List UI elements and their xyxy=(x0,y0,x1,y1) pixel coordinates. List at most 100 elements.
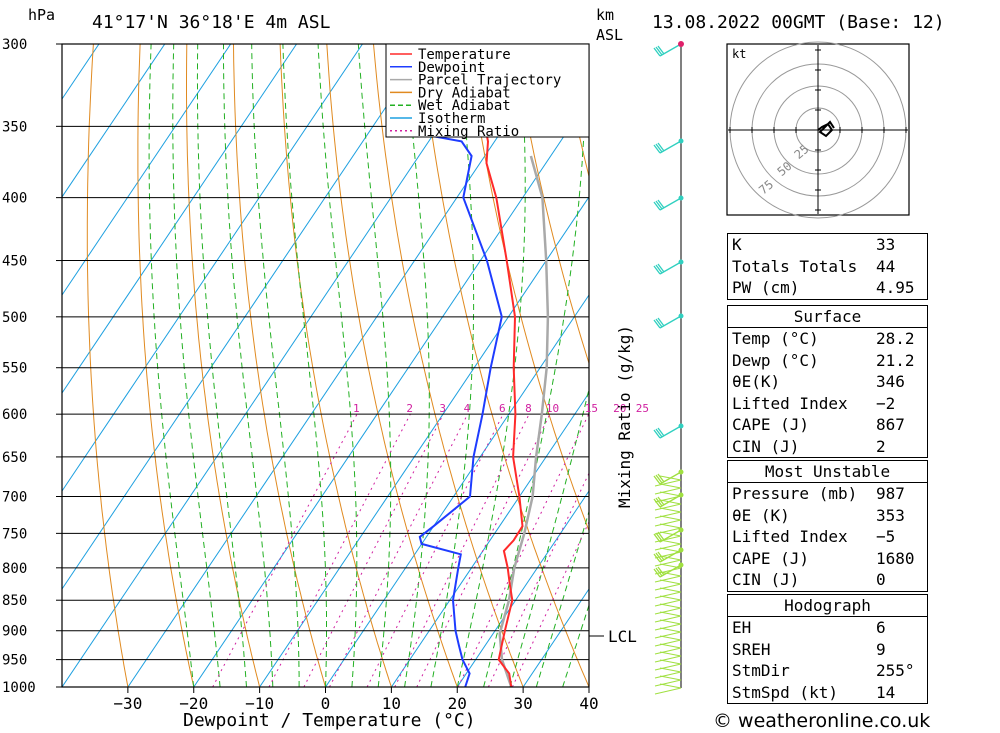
pressure-tick-label: 900 xyxy=(2,624,27,640)
x-tick-label: 40 xyxy=(579,694,598,713)
pressure-tick-label: 550 xyxy=(2,361,27,377)
surface-temp-label: Temp (°C) xyxy=(732,329,819,348)
wind-barb xyxy=(654,531,682,543)
totals-label: Totals Totals xyxy=(732,256,858,276)
pressure-tick-label: 850 xyxy=(2,593,27,609)
wind-barb xyxy=(654,483,682,495)
legend-label: Parcel Trajectory xyxy=(418,73,561,89)
pressure-tick-label: 700 xyxy=(2,490,27,506)
mu-pressure-label: Pressure (mb) xyxy=(732,484,858,503)
pressure-tick-label: 650 xyxy=(2,450,27,466)
mixing-ratio-label: 20 xyxy=(613,402,626,415)
pressure-tick-label: 500 xyxy=(2,310,27,326)
mu-cape-label: CAPE (J) xyxy=(732,548,810,568)
x-tick-label: 10 xyxy=(382,694,401,713)
wind-barb xyxy=(653,140,682,154)
y-axis-label: Mixing Ratio (g/kg) xyxy=(615,325,634,508)
mixing-ratio-line xyxy=(394,413,530,687)
x-tick-label: −30 xyxy=(113,694,142,713)
wind-barb xyxy=(654,507,682,519)
legend-label: Temperature xyxy=(418,47,511,63)
wind-barb xyxy=(653,564,682,578)
hodograph-unit: kt xyxy=(732,47,746,61)
mu-cin-label: CIN (J) xyxy=(732,570,800,589)
dewpoint-line xyxy=(387,44,503,687)
sreh-label: SREH xyxy=(732,639,771,659)
eh-label: EH xyxy=(732,618,752,637)
mixing-ratio-label: 15 xyxy=(585,402,598,415)
dry-adiabat-line xyxy=(934,44,1000,687)
pressure-tick-label: 400 xyxy=(2,191,27,207)
lcl-label: LCL xyxy=(608,627,637,646)
pressure-tick-label: 600 xyxy=(2,407,27,423)
wet-adiabat-line xyxy=(196,44,247,687)
pressure-tick-label: 450 xyxy=(2,254,27,270)
dry-adiabat-line xyxy=(279,44,392,687)
mu-cape-value: 1680 xyxy=(876,548,915,568)
legend-label: Mixing Ratio xyxy=(418,124,519,140)
wind-barb xyxy=(654,523,682,535)
pressure-tick-label: 950 xyxy=(2,653,27,669)
wet-adiabat-line xyxy=(172,44,221,687)
pw-value: 4.95 xyxy=(876,278,915,297)
mu-theta-label: θE (K) xyxy=(732,505,790,525)
stmdir-value: 255° xyxy=(876,661,915,680)
dry-adiabat-line xyxy=(86,44,129,687)
hodograph-table: Hodograph EH 6 SREH 9 StmDir 255° StmSpd (k… xyxy=(727,594,928,704)
pressure-unit-label: hPa xyxy=(28,6,55,24)
copyright-footer: © weatheronline.co.uk xyxy=(713,710,931,732)
mixing-ratio-line xyxy=(303,413,444,687)
pw-label: PW (cm) xyxy=(732,278,800,297)
wind-barb xyxy=(653,471,682,485)
surface-dewp-label: Dewp (°C) xyxy=(732,350,819,370)
most-unstable-table: Most Unstable Pressure (mb) 987 θE (K) 353… xyxy=(727,460,928,592)
wind-barb xyxy=(654,515,682,527)
surface-cin-value: 2 xyxy=(876,436,886,456)
wet-adiabat-line xyxy=(483,44,587,687)
mu-li-value: −5 xyxy=(876,527,896,546)
wet-adiabat-line xyxy=(404,44,430,687)
wind-barb xyxy=(653,425,682,439)
wind-barb xyxy=(654,659,682,671)
wind-barb xyxy=(654,683,682,695)
wind-barb xyxy=(654,571,682,583)
surface-dewp-value: 21.2 xyxy=(876,350,915,370)
mixing-ratio-label: 8 xyxy=(525,402,532,415)
pressure-tick-label: 800 xyxy=(2,561,27,577)
surface-table: Surface Temp (°C) 28.2 Dewp (°C) 21.2 θE(K… xyxy=(727,305,928,458)
surface-cin-label: CIN (J) xyxy=(732,436,800,456)
mixing-ratio-line xyxy=(416,413,551,687)
mixing-ratio-label: 1 xyxy=(353,402,360,415)
dry-adiabat-line xyxy=(513,44,589,365)
surface-title: Surface xyxy=(728,306,927,328)
isotherm-line xyxy=(62,44,429,590)
isotherm-line xyxy=(62,44,166,198)
surface-temp-value: 28.2 xyxy=(876,329,915,348)
legend-label: Isotherm xyxy=(418,111,485,127)
wind-barb xyxy=(654,675,682,687)
x-tick-label: 0 xyxy=(321,694,331,713)
parcel-line xyxy=(498,155,550,687)
pressure-tick-label: 350 xyxy=(2,119,27,135)
mixing-ratio-label: 4 xyxy=(464,402,471,415)
dry-adiabat-line xyxy=(233,44,326,687)
sreh-value: 9 xyxy=(876,639,886,659)
wind-barb xyxy=(654,539,682,551)
stmdir-label: StmDir xyxy=(732,661,790,680)
wind-barb xyxy=(654,619,682,631)
wind-barb xyxy=(653,43,682,57)
surface-li-label: Lifted Index xyxy=(732,393,848,413)
stmspd-label: StmSpd (kt) xyxy=(732,682,838,702)
surface-cape-label: CAPE (J) xyxy=(732,415,810,434)
wind-barb xyxy=(654,603,682,615)
isotherm-line xyxy=(259,196,589,687)
mixing-ratio-label: 25 xyxy=(636,402,649,415)
wind-barb xyxy=(654,627,682,639)
wind-barb xyxy=(653,315,682,329)
mixing-ratio-line xyxy=(457,413,589,687)
wind-barb xyxy=(654,491,682,503)
x-tick-label: 30 xyxy=(513,694,532,713)
